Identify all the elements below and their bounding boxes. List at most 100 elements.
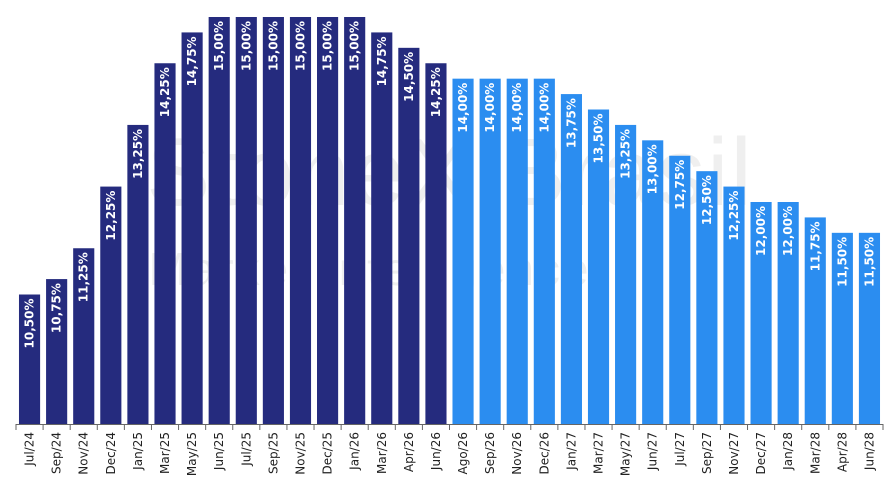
bar-10 xyxy=(289,17,312,424)
x-tick-label-11: Dec/25 xyxy=(321,432,335,475)
bar-value-label-3: 12,25% xyxy=(104,191,118,241)
x-tick-label-28: Jan/28 xyxy=(781,432,795,471)
bar-value-label-27: 12,00% xyxy=(754,206,768,256)
bar-value-label-11: 15,00% xyxy=(321,21,335,71)
bar-value-label-25: 12,50% xyxy=(700,175,714,225)
x-tick-label-31: Jun/28 xyxy=(862,432,876,471)
bar-value-label-18: 14,00% xyxy=(510,83,524,133)
bar-value-label-0: 10,50% xyxy=(23,299,37,349)
bar-value-label-22: 13,25% xyxy=(619,129,633,179)
bar-value-label-7: 15,00% xyxy=(212,21,226,71)
x-tick-label-30: Apr/28 xyxy=(835,432,849,472)
bar-value-label-19: 14,00% xyxy=(537,83,551,133)
bar-value-label-8: 15,00% xyxy=(239,21,253,71)
bar-21 xyxy=(587,109,610,424)
bar-value-label-9: 15,00% xyxy=(266,21,280,71)
bar-9 xyxy=(262,17,284,424)
x-tick-label-29: Mar/28 xyxy=(808,432,822,474)
x-tick-label-4: Jan/25 xyxy=(131,432,145,471)
x-tick-label-6: May/25 xyxy=(185,432,199,476)
bar-18 xyxy=(506,78,528,425)
bars-group xyxy=(18,17,881,425)
bar-22 xyxy=(615,124,637,425)
bar-2 xyxy=(73,248,95,424)
bar-value-label-13: 14,75% xyxy=(375,36,389,86)
bar-13 xyxy=(371,32,393,425)
x-tick-label-15: Jun/26 xyxy=(429,432,443,471)
bar-12 xyxy=(344,17,366,424)
x-tick-label-12: Jan/26 xyxy=(348,432,362,471)
bar-15 xyxy=(425,63,447,424)
x-tick-label-22: May/27 xyxy=(619,432,633,476)
bar-25 xyxy=(696,171,718,424)
bar-value-label-24: 12,75% xyxy=(673,160,687,210)
x-tick-label-19: Dec/26 xyxy=(537,432,551,475)
bar-6 xyxy=(181,32,203,425)
bar-20 xyxy=(560,94,582,424)
bar-4 xyxy=(127,124,149,425)
x-tick-label-17: Sep/26 xyxy=(483,432,497,474)
x-tick-label-26: Nov/27 xyxy=(727,432,741,475)
x-tick-label-14: Apr/26 xyxy=(402,432,416,472)
bar-labels-group: 10,50% 10,75% 11,25% 12,25% 13,25% 14,25% 14,7… xyxy=(23,21,877,348)
x-tick-label-5: Mar/25 xyxy=(158,432,172,474)
bar-23 xyxy=(642,140,664,424)
bar-value-label-2: 11,25% xyxy=(77,252,91,302)
bar-31 xyxy=(858,232,881,424)
bar-28 xyxy=(777,202,799,424)
x-tick-label-10: Nov/25 xyxy=(293,432,307,475)
bar-1 xyxy=(46,279,68,424)
x-tick-label-21: Mar/27 xyxy=(592,432,606,474)
bar-value-label-21: 13,50% xyxy=(592,114,606,164)
bar-27 xyxy=(750,202,772,424)
bar-value-label-28: 12,00% xyxy=(781,206,795,256)
bar-value-label-10: 15,00% xyxy=(293,21,307,71)
bar-value-label-30: 11,50% xyxy=(835,237,849,287)
bar-value-label-4: 13,25% xyxy=(131,129,145,179)
x-tick-label-7: Jun/25 xyxy=(212,432,226,471)
bar-value-label-14: 14,50% xyxy=(402,52,416,102)
bar-0 xyxy=(18,294,41,424)
x-tick-label-9: Sep/25 xyxy=(266,432,280,474)
bar-value-label-31: 11,50% xyxy=(862,237,876,287)
x-ticks-group xyxy=(15,424,884,430)
bar-5 xyxy=(154,63,176,424)
x-tick-label-18: Nov/26 xyxy=(510,432,524,475)
bar-value-label-1: 10,75% xyxy=(50,283,64,333)
bar-11 xyxy=(317,17,339,424)
bar-value-label-26: 12,25% xyxy=(727,191,741,241)
bar-value-label-5: 14,25% xyxy=(158,67,172,117)
bar-16 xyxy=(452,78,474,425)
bar-8 xyxy=(235,17,257,424)
x-tick-label-2: Nov/24 xyxy=(77,432,91,475)
x-tick-label-24: Jul/27 xyxy=(673,432,687,467)
bar-value-label-17: 14,00% xyxy=(483,83,497,133)
x-tick-label-13: Mar/26 xyxy=(375,432,389,474)
bar-19 xyxy=(533,78,555,425)
bar-value-label-16: 14,00% xyxy=(456,83,470,133)
bar-17 xyxy=(479,78,501,425)
x-tick-label-1: Sep/24 xyxy=(50,432,64,474)
x-tick-label-8: Jul/25 xyxy=(239,432,253,467)
x-tick-label-23: Jun/27 xyxy=(646,432,660,471)
bar-value-label-29: 11,75% xyxy=(808,221,822,271)
bar-value-label-12: 15,00% xyxy=(348,21,362,71)
x-tick-labels-group: Jul/24 Sep/24 Nov/24 Dec/24 Jan/25 Mar/25 May/… xyxy=(23,432,877,476)
bar-value-label-15: 14,25% xyxy=(429,67,443,117)
x-tick-label-25: Sep/27 xyxy=(700,432,714,474)
bar-value-label-23: 13,00% xyxy=(646,144,660,194)
bar-value-label-20: 13,75% xyxy=(564,98,578,148)
bar-14 xyxy=(398,47,420,424)
bar-24 xyxy=(669,155,691,424)
x-tick-label-16: Ago/26 xyxy=(456,432,470,474)
bar-3 xyxy=(100,186,122,424)
bar-30 xyxy=(831,232,853,424)
x-tick-label-27: Dec/27 xyxy=(754,432,768,475)
bar-26 xyxy=(723,186,745,424)
x-tick-label-20: Jan/27 xyxy=(564,432,578,471)
x-tick-label-3: Dec/24 xyxy=(104,432,118,475)
x-tick-label-0: Jul/24 xyxy=(23,432,37,467)
bar-7 xyxy=(208,17,230,424)
